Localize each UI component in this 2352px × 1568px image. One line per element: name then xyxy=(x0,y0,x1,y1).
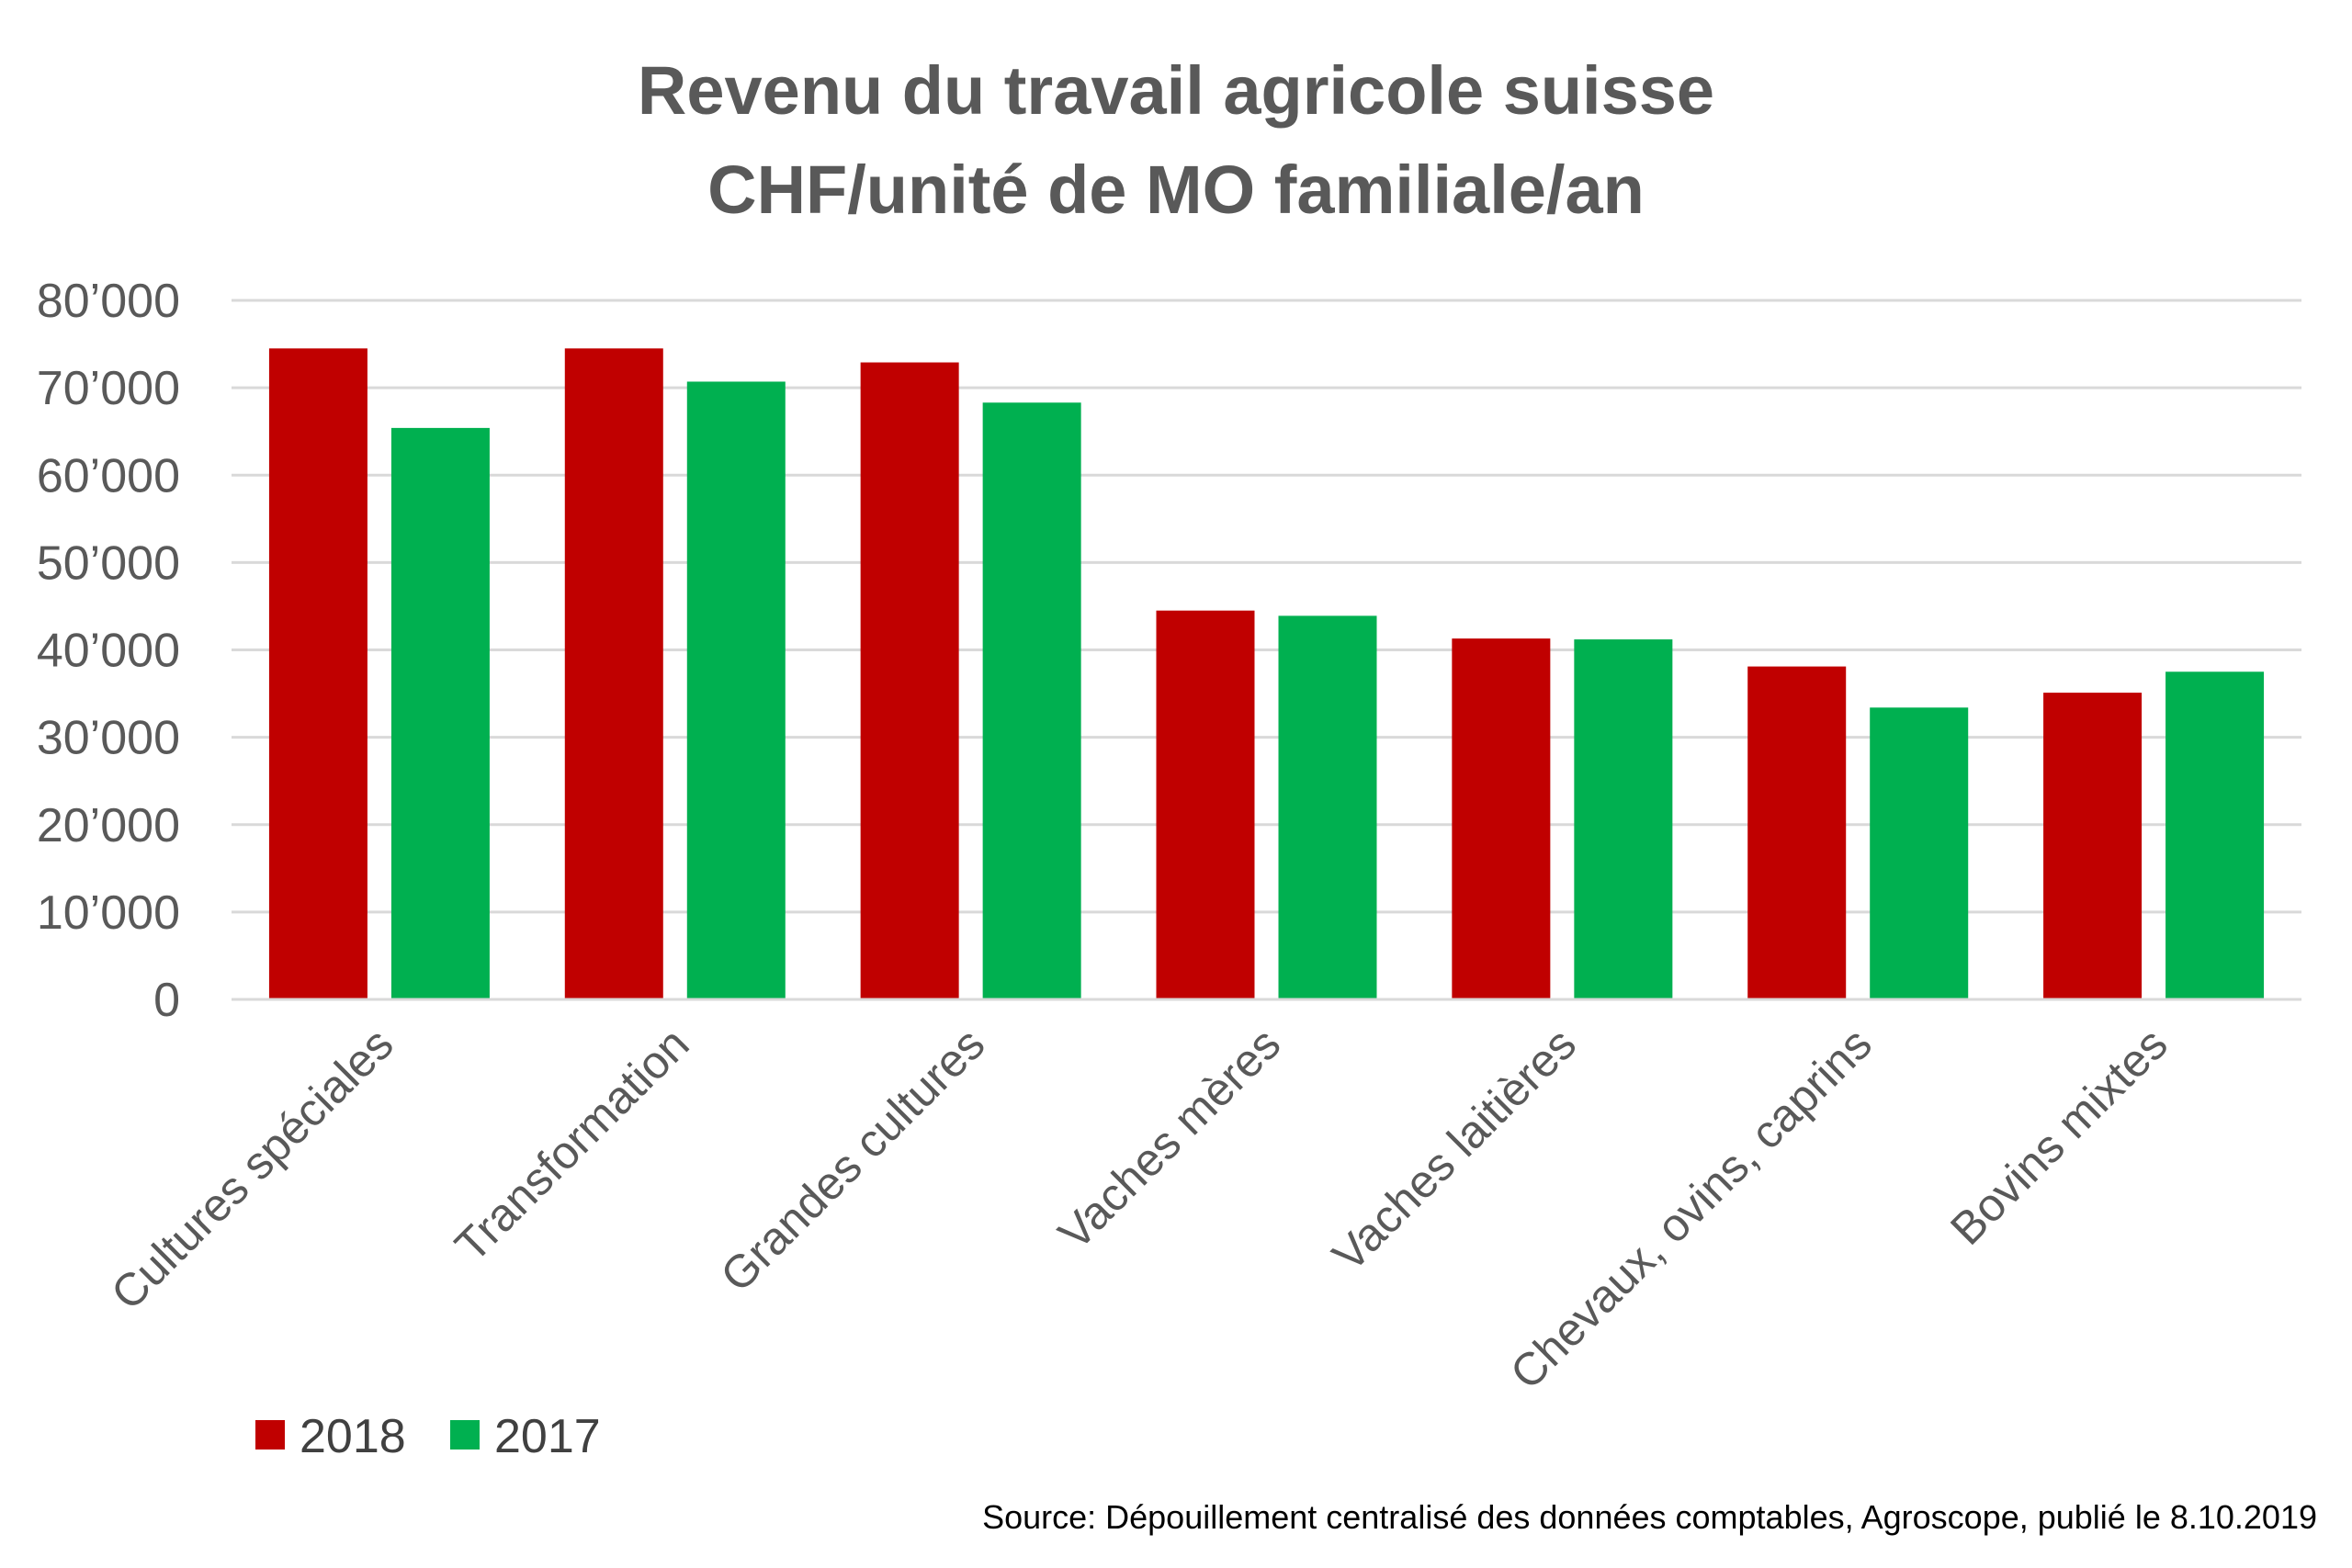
bar-2018-1 xyxy=(564,348,663,1000)
x-category-label: Bovins mixtes xyxy=(1940,1018,2177,1255)
legend-label-2017: 2017 xyxy=(494,1410,601,1463)
legend-swatch-2017 xyxy=(450,1420,480,1450)
legend: 2018 2017 xyxy=(255,1410,601,1463)
gridlines xyxy=(232,299,2301,914)
y-tick-label: 50’000 xyxy=(37,536,180,590)
legend-label-2018: 2018 xyxy=(300,1410,406,1463)
source-note: Source: Dépouillement centralisé des don… xyxy=(982,1498,2317,1536)
bar-2017-3 xyxy=(1278,615,1377,999)
y-tick-label: 20’000 xyxy=(37,799,180,852)
y-tick-label: 0 xyxy=(153,974,180,1027)
chart-title: Revenu du travail agricole suisse CHF/un… xyxy=(638,52,1714,228)
x-category-label: Vaches laitières xyxy=(1323,1018,1587,1281)
bar-2018-3 xyxy=(1156,610,1255,999)
bar-2018-2 xyxy=(860,362,959,999)
x-axis-category-labels: Cultures spéciales Transformation Grandes … xyxy=(101,1018,2177,1399)
bar-2017-2 xyxy=(982,402,1081,999)
bar-2017-6 xyxy=(2165,671,2265,999)
y-tick-label: 80’000 xyxy=(37,275,180,328)
y-axis-tick-labels: 0 10’000 20’000 30’000 40’000 50’000 60’000 70’… xyxy=(37,275,180,1027)
bars xyxy=(268,348,2265,1000)
chart-title-line-2: CHF/unité de MO familiale/an xyxy=(707,152,1645,228)
y-tick-label: 70’000 xyxy=(37,362,180,415)
y-tick-label: 10’000 xyxy=(37,886,180,940)
x-category-label: Transformation xyxy=(446,1018,699,1271)
x-category-label: Grandes cultures xyxy=(711,1018,995,1302)
legend-swatch-2018 xyxy=(255,1420,285,1450)
y-tick-label: 30’000 xyxy=(37,712,180,765)
bar-2018-0 xyxy=(268,348,368,1000)
bar-2018-5 xyxy=(1747,666,1847,999)
bar-2017-4 xyxy=(1574,639,1673,999)
bar-2017-5 xyxy=(1870,707,1969,999)
x-category-label: Cultures spéciales xyxy=(101,1018,402,1319)
bar-2017-1 xyxy=(686,381,786,999)
bar-2017-0 xyxy=(390,427,490,999)
x-category-label: Vaches mères xyxy=(1048,1018,1290,1259)
bar-2018-4 xyxy=(1452,638,1551,999)
chart-title-line-1: Revenu du travail agricole suisse xyxy=(638,52,1714,129)
y-tick-label: 40’000 xyxy=(37,625,180,678)
bar-2018-6 xyxy=(2043,693,2143,999)
y-tick-label: 60’000 xyxy=(37,449,180,502)
